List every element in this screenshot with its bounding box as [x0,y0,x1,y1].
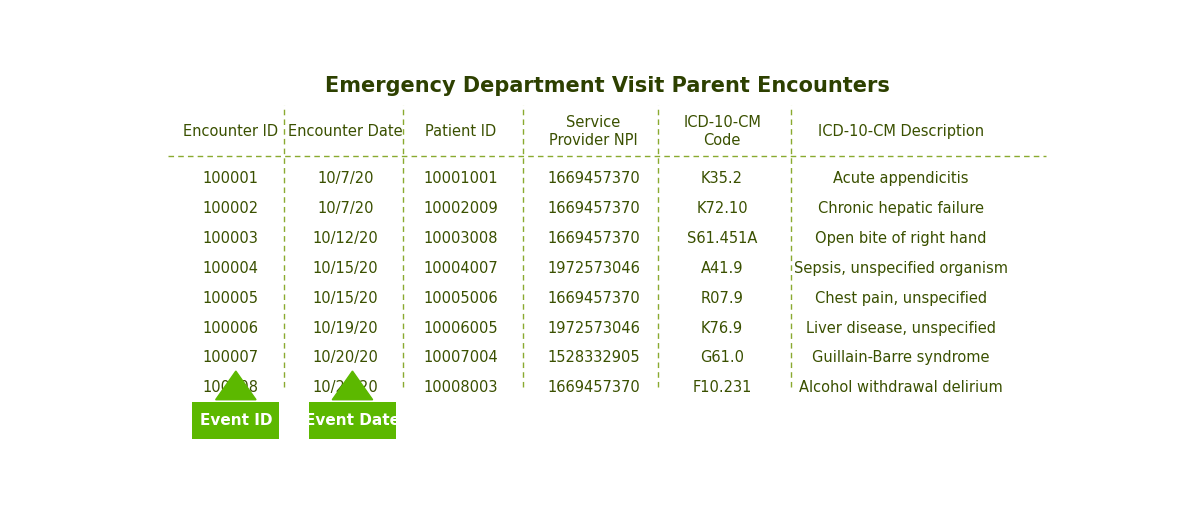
Text: Event Date: Event Date [305,413,401,428]
Text: Chest pain, unspecified: Chest pain, unspecified [815,290,987,306]
Text: 100005: 100005 [203,290,258,306]
Text: Encounter ID: Encounter ID [184,124,278,139]
Text: 1669457370: 1669457370 [547,290,640,306]
Text: 10/12/20: 10/12/20 [313,231,378,246]
Text: 10/15/20: 10/15/20 [313,290,378,306]
Text: 10/15/20: 10/15/20 [313,261,378,276]
Text: 1669457370: 1669457370 [547,201,640,216]
Text: 1972573046: 1972573046 [547,321,640,336]
Text: F10.231: F10.231 [692,380,751,395]
Text: 100004: 100004 [203,261,258,276]
Text: 10/7/20: 10/7/20 [318,171,373,186]
Text: Acute appendicitis: Acute appendicitis [833,171,969,186]
Text: A41.9: A41.9 [700,261,743,276]
Text: Open bite of right hand: Open bite of right hand [815,231,987,246]
Text: ICD-10-CM
Code: ICD-10-CM Code [684,114,761,148]
Text: 10/7/20: 10/7/20 [318,201,373,216]
Text: 1528332905: 1528332905 [547,351,640,365]
Text: 1972573046: 1972573046 [547,261,640,276]
Text: 100001: 100001 [203,171,258,186]
FancyBboxPatch shape [192,402,280,439]
Text: 100003: 100003 [203,231,258,246]
Text: 100007: 100007 [203,351,258,365]
Text: 10/19/20: 10/19/20 [313,321,378,336]
Text: K72.10: K72.10 [697,201,748,216]
Text: 1669457370: 1669457370 [547,171,640,186]
Text: Sepsis, unspecified organism: Sepsis, unspecified organism [794,261,1008,276]
Text: 100002: 100002 [203,201,258,216]
Text: K35.2: K35.2 [702,171,743,186]
Text: Chronic hepatic failure: Chronic hepatic failure [818,201,985,216]
Text: Encounter Date: Encounter Date [288,124,403,139]
Text: 10007004: 10007004 [423,351,498,365]
Text: 10/21/20: 10/21/20 [313,380,378,395]
Text: 10008003: 10008003 [423,380,498,395]
Text: S61.451A: S61.451A [687,231,757,246]
FancyBboxPatch shape [309,402,396,439]
Text: R07.9: R07.9 [700,290,743,306]
Text: 100006: 100006 [203,321,258,336]
Text: Alcohol withdrawal delirium: Alcohol withdrawal delirium [800,380,1003,395]
Text: 10003008: 10003008 [423,231,498,246]
Text: 1669457370: 1669457370 [547,231,640,246]
Text: K76.9: K76.9 [702,321,743,336]
Text: Liver disease, unspecified: Liver disease, unspecified [806,321,997,336]
Polygon shape [216,371,256,400]
Text: 10004007: 10004007 [423,261,498,276]
Text: 10002009: 10002009 [423,201,498,216]
Text: 1669457370: 1669457370 [547,380,640,395]
Text: G61.0: G61.0 [700,351,744,365]
Text: 10005006: 10005006 [423,290,498,306]
Polygon shape [332,371,372,400]
Text: Patient ID: Patient ID [424,124,497,139]
Text: 100008: 100008 [203,380,258,395]
Text: Emergency Department Visit Parent Encounters: Emergency Department Visit Parent Encoun… [325,77,890,96]
Text: 10001001: 10001001 [423,171,498,186]
Text: Guillain-Barre syndrome: Guillain-Barre syndrome [813,351,989,365]
Text: 10/20/20: 10/20/20 [313,351,378,365]
Text: ICD-10-CM Description: ICD-10-CM Description [818,124,985,139]
Text: Service
Provider NPI: Service Provider NPI [549,114,638,148]
Text: 10006005: 10006005 [423,321,498,336]
Text: Event ID: Event ID [199,413,273,428]
